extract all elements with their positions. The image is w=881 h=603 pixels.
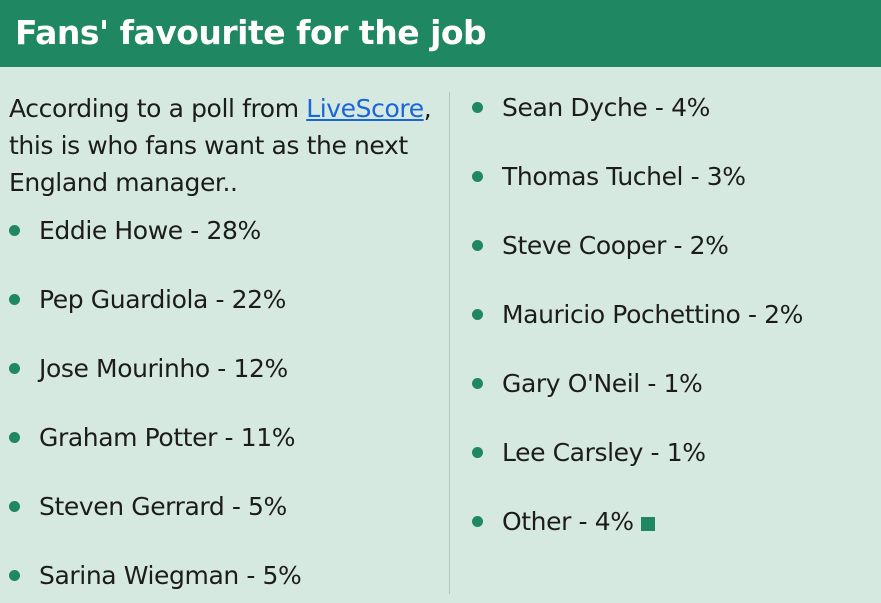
list-item-label: Steven Gerrard - 5% (39, 492, 287, 521)
bullet-icon (472, 309, 483, 320)
bullet-icon (9, 294, 20, 305)
list-item-label: Sarina Wiegman - 5% (39, 561, 302, 590)
end-mark-icon (640, 517, 655, 531)
bullet-icon (9, 225, 20, 236)
list-item-label: Mauricio Pochettino - 2% (502, 300, 804, 329)
list-item-label: Thomas Tuchel - 3% (502, 162, 746, 191)
bullet-icon (472, 378, 483, 389)
column-divider (449, 92, 450, 594)
list-item-label: Graham Potter - 11% (39, 423, 296, 452)
intro-text: According to a poll from LiveScore, this… (9, 90, 439, 201)
bullet-icon (9, 501, 20, 512)
bullet-icon (472, 447, 483, 458)
bullet-icon (472, 102, 483, 113)
bullet-icon (472, 240, 483, 251)
header-banner: Fans' favourite for the job (0, 0, 881, 67)
list-item-label: Pep Guardiola - 22% (39, 285, 287, 314)
bullet-icon (9, 363, 20, 374)
list-item-label: Gary O'Neil - 1% (502, 369, 703, 398)
list-item-label: Jose Mourinho - 12% (39, 354, 288, 383)
bullet-icon (472, 516, 483, 527)
list-item-text: Other - 4% (502, 507, 634, 536)
list-item-label: Lee Carsley - 1% (502, 438, 706, 467)
list-item-label: Steve Cooper - 2% (502, 231, 729, 260)
livescore-link[interactable]: LiveScore (306, 94, 424, 123)
intro-text-start: According to a poll from (9, 94, 307, 123)
intro-text-end: , this is who fans want as the next Engl… (9, 94, 432, 197)
bullet-icon (472, 171, 483, 182)
page-title: Fans' favourite for the job (15, 13, 487, 52)
bullet-icon (9, 432, 20, 443)
bullet-icon (9, 570, 20, 581)
list-item-label: Sean Dyche - 4% (502, 93, 710, 122)
list-item-label: Other - 4% (502, 502, 655, 542)
list-item-label: Eddie Howe - 28% (39, 216, 261, 245)
